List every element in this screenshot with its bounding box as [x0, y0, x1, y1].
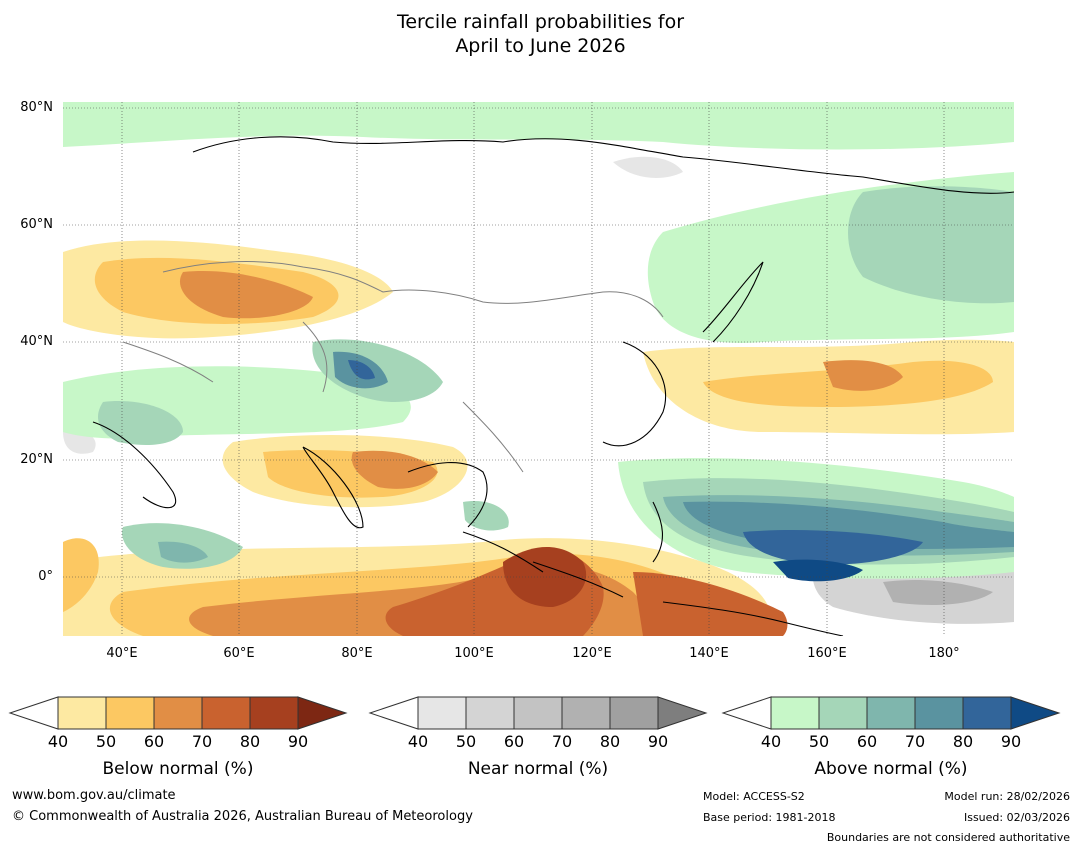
cbar-near-tick: 60 — [503, 732, 525, 751]
lon-label-60e: 60°E — [223, 646, 255, 661]
lat-label-0: 0° — [38, 569, 53, 584]
model-run: Model run: 28/02/2026 — [944, 790, 1070, 803]
coastlines — [92, 136, 1014, 636]
cbar-above-tick: 60 — [856, 732, 878, 751]
cbar-above-swatch-6 — [1010, 696, 1061, 730]
cbar-above-swatch-4 — [914, 696, 964, 730]
cbar-below-tick: 70 — [191, 732, 213, 751]
boundaries-note: Boundaries are not considered authoritat… — [826, 831, 1070, 844]
lon-label-100e: 100°E — [454, 646, 494, 661]
colorbar-near-normal-swatches — [368, 696, 708, 730]
cbar-below-swatch-4 — [201, 696, 251, 730]
cbar-near-tick: 80 — [599, 732, 621, 751]
cbar-near-tick: 40 — [407, 732, 429, 751]
cbar-above-tick: 90 — [1000, 732, 1022, 751]
cbar-below-tick: 80 — [239, 732, 261, 751]
colorbar-near-title: Near normal (%) — [467, 759, 609, 779]
cbar-below-swatch-0 — [8, 696, 59, 730]
copyright-text: © Commonwealth of Australia 2026, Austra… — [12, 809, 473, 824]
lon-label-140e: 140°E — [689, 646, 729, 661]
map-canvas — [63, 102, 1014, 636]
rainfall-probability-map — [63, 102, 1014, 636]
cbar-near-tick: 50 — [455, 732, 477, 751]
cbar-above-swatch-3 — [866, 696, 916, 730]
cbar-below-swatch-6 — [297, 696, 348, 730]
cbar-near-swatch-1 — [417, 696, 467, 730]
base-period: Base period: 1981-2018 — [703, 811, 836, 824]
colorbar-above-normal-swatches — [721, 696, 1061, 730]
cbar-below-tick: 90 — [287, 732, 309, 751]
map-title: Tercile rainfall probabilities for April… — [0, 10, 1081, 58]
cbar-below-tick: 40 — [47, 732, 69, 751]
cbar-above-swatch-5 — [962, 696, 1012, 730]
lat-label-40n: 40°N — [20, 334, 53, 349]
below-normal-regions — [63, 240, 1014, 636]
website-link[interactable]: www.bom.gov.au/climate — [12, 788, 176, 803]
lon-label-180: 180° — [928, 646, 960, 661]
cbar-above-tick: 80 — [952, 732, 974, 751]
above-normal-regions — [63, 102, 1014, 582]
colorbar-above-title: Above normal (%) — [814, 759, 968, 779]
lon-label-40e: 40°E — [106, 646, 138, 661]
cbar-near-tick: 90 — [647, 732, 669, 751]
cbar-above-tick: 40 — [760, 732, 782, 751]
cbar-near-swatch-5 — [609, 696, 659, 730]
cbar-above-swatch-0 — [721, 696, 772, 730]
lon-label-160e: 160°E — [807, 646, 847, 661]
cbar-near-swatch-4 — [561, 696, 611, 730]
lat-label-80n: 80°N — [20, 100, 53, 115]
cbar-near-swatch-3 — [513, 696, 563, 730]
lon-label-80e: 80°E — [341, 646, 373, 661]
cbar-above-tick: 70 — [904, 732, 926, 751]
colorbar-below-normal-swatches — [8, 696, 348, 730]
colorbar-above-normal — [721, 696, 1061, 730]
cbar-near-swatch-6 — [657, 696, 708, 730]
cbar-above-swatch-2 — [818, 696, 868, 730]
cbar-below-swatch-3 — [153, 696, 203, 730]
map-graticule — [63, 102, 1014, 636]
cbar-below-swatch-5 — [249, 696, 299, 730]
lat-label-20n: 20°N — [20, 452, 53, 467]
cbar-near-swatch-2 — [465, 696, 515, 730]
cbar-below-tick: 60 — [143, 732, 165, 751]
cbar-near-swatch-0 — [368, 696, 419, 730]
cbar-near-tick: 70 — [551, 732, 573, 751]
title-line-2: April to June 2026 — [455, 35, 626, 57]
issued-date: Issued: 02/03/2026 — [963, 811, 1070, 824]
colorbar-below-title: Below normal (%) — [102, 759, 254, 779]
title-line-1: Tercile rainfall probabilities for — [396, 11, 685, 33]
cbar-below-swatch-1 — [57, 696, 107, 730]
cbar-above-swatch-1 — [770, 696, 820, 730]
cbar-above-tick: 50 — [808, 732, 830, 751]
colorbar-near-normal — [368, 696, 708, 730]
cbar-below-swatch-2 — [105, 696, 155, 730]
cbar-below-tick: 50 — [95, 732, 117, 751]
lon-label-120e: 120°E — [572, 646, 612, 661]
colorbar-below-normal — [8, 696, 348, 730]
lat-label-60n: 60°N — [20, 217, 53, 232]
model-name: Model: ACCESS-S2 — [703, 790, 805, 803]
country-borders — [122, 261, 664, 473]
